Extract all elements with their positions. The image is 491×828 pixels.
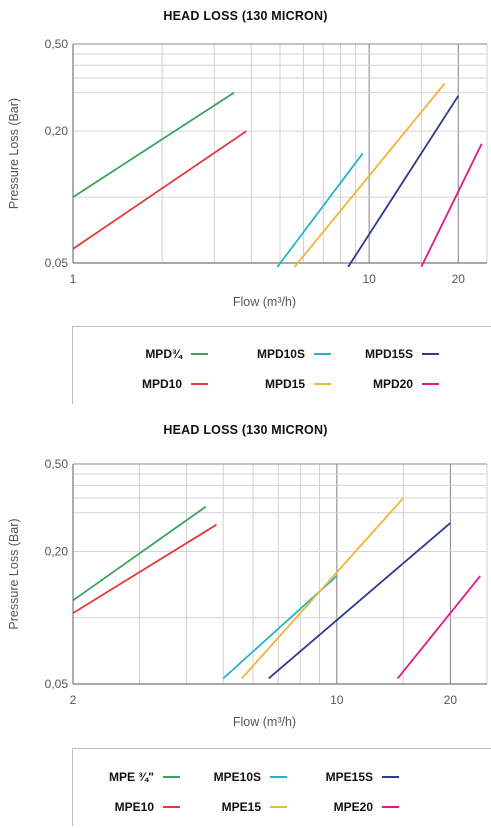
legend-swatch — [422, 353, 439, 355]
y-tick-label: 0,05 — [45, 677, 69, 691]
chart-plot: 0,05 0,20 0,50 2 10 20 Flow (m³/h) Pressure Los… — [7, 457, 488, 729]
legend-label: MPE10S — [213, 770, 261, 784]
legend-swatch — [191, 383, 208, 385]
x-tick-label: 10 — [330, 693, 344, 707]
series-line — [241, 497, 404, 680]
legend-label: MPE20 — [333, 800, 373, 814]
y-tick-label: 0,05 — [45, 256, 69, 270]
legend-label: MPE15S — [325, 770, 373, 784]
legend-swatch — [270, 776, 287, 778]
legend-swatch — [314, 383, 331, 385]
x-tick-label: 10 — [362, 272, 376, 286]
y-tick-label: 0,50 — [45, 457, 69, 471]
legend-label: MPE10 — [114, 800, 154, 814]
y-tick-label: 0,20 — [45, 124, 69, 138]
legend-label: MPE15 — [221, 800, 261, 814]
y-tick-label: 0,50 — [45, 37, 69, 51]
series-line — [347, 95, 460, 268]
chart-panel-1: HEAD LOSS (130 MICRON) 0,05 0,20 0,50 1 10 20… — [7, 9, 491, 404]
legend-item: MPD15S — [365, 347, 439, 361]
x-tick-label: 20 — [452, 272, 466, 286]
series-line — [72, 130, 247, 250]
legend-swatch — [270, 806, 287, 808]
legend-swatch — [163, 776, 180, 778]
legend-swatch — [191, 353, 208, 355]
x-tick-label: 20 — [444, 693, 458, 707]
series-line — [72, 505, 207, 602]
legend-swatch — [314, 353, 331, 355]
chart-title: HEAD LOSS (130 MICRON) — [163, 423, 328, 437]
legend-item: MPD20 — [373, 377, 439, 391]
y-tick-label: 0,20 — [45, 545, 69, 559]
series-line — [276, 153, 364, 268]
x-axis-label: Flow (m³/h) — [233, 715, 296, 729]
legend-item: MPE10S — [214, 770, 287, 784]
series-line — [72, 91, 235, 198]
legend-swatch — [422, 383, 439, 385]
series-line — [72, 523, 217, 614]
series-line — [396, 575, 482, 679]
x-tick-label: 2 — [70, 693, 77, 707]
series-line — [420, 143, 483, 268]
legend-label: MPD15S — [364, 347, 413, 361]
y-axis-label: Pressure Loss (Bar) — [7, 98, 21, 209]
chart-plot: 0,05 0,20 0,50 1 10 20 Flow (m³/h) Pressure Los… — [7, 37, 488, 309]
chart-legend: MPE ¾" MPE10S MPE15S MPE10 MPE15 MPE20 — [72, 748, 491, 826]
chart-legend: MPD¾ MPD10S MPD15S MPD10 MPD15 MPD20 — [72, 326, 491, 404]
chart-panel-2: HEAD LOSS (130 MICRON) 0,05 0,20 0,50 2 10 20… — [0, 414, 491, 828]
legend-label: MPD¾ — [145, 347, 182, 361]
legend-item: MPE10 — [115, 800, 180, 814]
chart-title: HEAD LOSS (130 MICRON) — [163, 9, 328, 23]
series-line — [268, 522, 451, 680]
legend-label: MPD15 — [264, 377, 305, 391]
series-line — [293, 82, 446, 268]
legend-item: MPE15S — [326, 770, 399, 784]
legend-item: MPE15 — [222, 800, 287, 814]
legend-label: MPD10S — [256, 347, 305, 361]
legend-item: MPD¾ — [145, 347, 208, 361]
legend-swatch — [163, 806, 180, 808]
legend-item: MPE20 — [334, 800, 399, 814]
legend-item: MPD10S — [257, 347, 331, 361]
legend-label: MPE ¾" — [108, 770, 154, 784]
legend-item: MPD10 — [142, 377, 208, 391]
x-axis-label: Flow (m³/h) — [233, 295, 296, 309]
legend-item: MPD15 — [265, 377, 331, 391]
legend-item: MPE ¾" — [109, 770, 180, 784]
x-tick-label: 1 — [70, 272, 77, 286]
legend-swatch — [382, 776, 399, 778]
legend-label: MPD20 — [372, 377, 413, 391]
y-axis-label: Pressure Loss (Bar) — [7, 518, 21, 629]
legend-label: MPD10 — [141, 377, 182, 391]
legend-swatch — [382, 806, 399, 808]
